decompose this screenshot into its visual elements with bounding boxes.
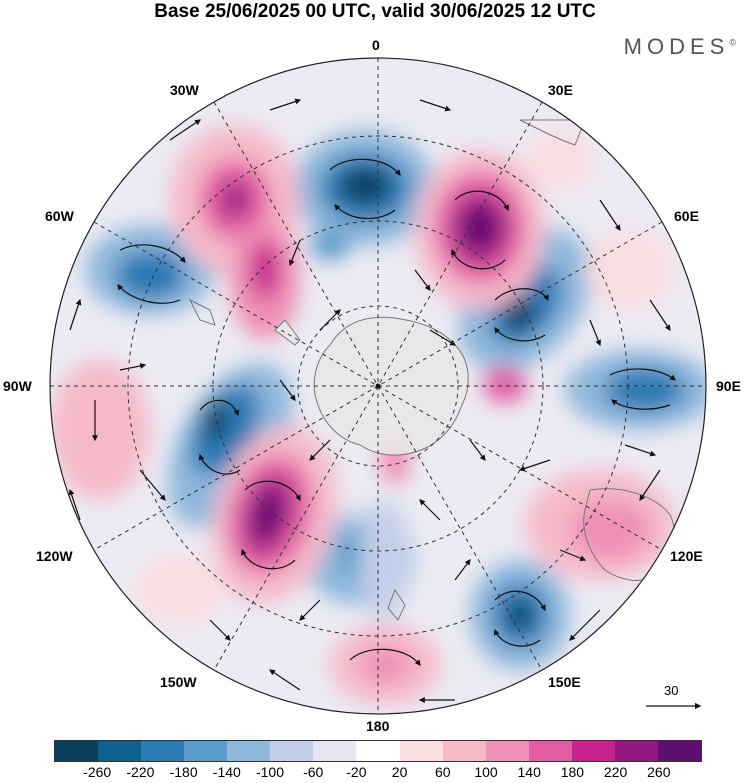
colorbar-swatch bbox=[55, 741, 99, 761]
colorbar-swatch bbox=[571, 741, 615, 761]
lon-label-120e: 120E bbox=[670, 548, 703, 564]
colorbar-swatch bbox=[657, 741, 701, 761]
modes-brand-logo: MODES© bbox=[624, 34, 736, 60]
colorbar-tick-label: 140 bbox=[517, 764, 541, 780]
lon-label-150e: 150E bbox=[548, 674, 581, 690]
lon-label-30e: 30E bbox=[548, 82, 573, 98]
colorbar-tick-label: 220 bbox=[603, 764, 628, 780]
map-boundary bbox=[49, 57, 707, 715]
brand-mark: © bbox=[729, 37, 736, 48]
colorbar-tick-label: 100 bbox=[474, 764, 498, 780]
colorbar-swatch bbox=[356, 741, 400, 761]
colorbar-tick-label: -140 bbox=[212, 764, 241, 780]
colorbar-swatch bbox=[227, 741, 271, 761]
colorbar-tick-label: -20 bbox=[346, 764, 367, 780]
lon-label-30w: 30W bbox=[170, 82, 199, 98]
colorbar-tick-label: 60 bbox=[435, 764, 451, 780]
colorbar-swatch bbox=[614, 741, 658, 761]
colorbar-swatch bbox=[485, 741, 529, 761]
colorbar-swatch bbox=[528, 741, 572, 761]
colorbar-swatch bbox=[98, 741, 142, 761]
lon-label-60w: 60W bbox=[45, 208, 74, 224]
colorbar-swatch bbox=[184, 741, 228, 761]
colorbar-swatch bbox=[270, 741, 314, 761]
brand-text: MODES bbox=[623, 34, 730, 59]
lon-label-150w: 150W bbox=[160, 674, 197, 690]
colorbar-swatch bbox=[442, 741, 486, 761]
south-pole-marker bbox=[375, 383, 381, 389]
new-zealand-coast bbox=[387, 588, 406, 621]
lon-label-60e: 60E bbox=[674, 208, 699, 224]
reference-vector-label: 30 bbox=[664, 683, 679, 698]
lon-label-180: 180 bbox=[366, 718, 390, 734]
lon-label-0: 0 bbox=[372, 37, 380, 53]
colorbar-swatch bbox=[399, 741, 443, 761]
anomaly-field bbox=[50, 58, 706, 714]
colorbar-tick-label: -260 bbox=[83, 764, 112, 780]
south-america-coast bbox=[188, 298, 216, 326]
africa-coast bbox=[519, 119, 586, 146]
colorbar-tick-label: 20 bbox=[391, 764, 408, 780]
antarctic-peninsula bbox=[274, 319, 301, 346]
lon-label-120w: 120W bbox=[36, 548, 73, 564]
map-title: Base 25/06/2025 00 UTC, valid 30/06/2025… bbox=[154, 1, 596, 22]
colorbar bbox=[54, 740, 702, 762]
lon-label-90e: 90E bbox=[716, 378, 741, 394]
colorbar-tick-label: -60 bbox=[303, 764, 324, 780]
colorbar-swatch bbox=[313, 741, 357, 761]
lon-label-90w: 90W bbox=[3, 378, 32, 394]
colorbar-tick-label: -100 bbox=[255, 764, 285, 780]
colorbar-tick-label: 260 bbox=[647, 764, 671, 780]
colorbar-swatch bbox=[141, 741, 185, 761]
colorbar-tick-label: 180 bbox=[560, 764, 585, 780]
colorbar-tick-label: -220 bbox=[126, 764, 155, 780]
colorbar-tick-label: -180 bbox=[169, 764, 198, 780]
